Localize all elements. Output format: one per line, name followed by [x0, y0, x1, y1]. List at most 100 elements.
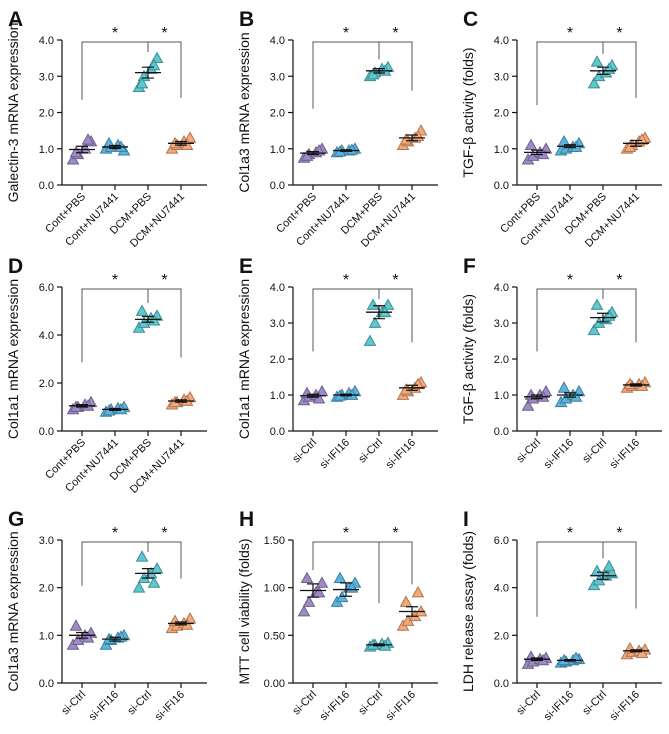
error-bar: [406, 134, 418, 142]
error-bar: [142, 315, 154, 323]
error-bar: [340, 393, 352, 397]
x-tick-label: si-IFI16: [318, 437, 352, 471]
data-point: [590, 564, 604, 576]
significance-label: *: [112, 525, 118, 542]
error-bar: [406, 606, 418, 617]
x-tick-label: si-Ctrl: [290, 689, 319, 718]
data-point: [135, 76, 149, 89]
y-tick-label: 2.0: [39, 108, 54, 120]
data-point: [411, 377, 425, 390]
data-point: [315, 576, 329, 588]
y-tick-label: 0.0: [39, 678, 54, 690]
error-bar: [76, 404, 88, 408]
error-bar: [531, 149, 543, 156]
data-point: [302, 595, 316, 607]
y-tick-label: 6.0: [39, 282, 54, 294]
significance-bracket: [536, 288, 604, 352]
x-tick-label: si-IFI16: [608, 437, 642, 471]
data-point: [536, 147, 550, 160]
y-tick-label: 1.0: [270, 144, 285, 156]
y-tick-label: 3.0: [39, 71, 54, 83]
data-point: [521, 399, 535, 411]
y-axis-label: Galectin-3 mRNA expression: [5, 23, 21, 203]
y-axis-label: Col1a1 mRNA expression: [5, 279, 21, 439]
significance-label: *: [567, 272, 573, 289]
y-axis-label: TGF-β activity (folds): [460, 294, 476, 424]
data-point: [102, 136, 116, 149]
significance-bracket: [147, 41, 182, 98]
significance-label: *: [567, 525, 573, 542]
data-point: [363, 334, 377, 346]
panel: F TGF-β activity (folds) 0.0 1.0 2.0 3.0 4.0 si…: [460, 255, 662, 471]
y-tick-label: 3.0: [270, 71, 285, 83]
error-bar: [307, 393, 319, 398]
error-bar: [406, 384, 418, 391]
y-tick-label: 0.0: [270, 180, 285, 192]
x-tick-label: si-IFI16: [608, 689, 642, 723]
data-point: [366, 67, 380, 80]
data-point: [590, 298, 604, 310]
y-axis-label: TGF-β activity (folds): [460, 47, 476, 177]
error-bar: [109, 636, 121, 642]
significance-label: *: [161, 525, 167, 542]
data-point: [135, 550, 149, 562]
error-bar: [142, 568, 154, 579]
data-point: [524, 138, 538, 151]
y-tick-label: 2.0: [494, 630, 509, 642]
data-point: [399, 595, 413, 607]
data-point: [411, 585, 425, 598]
y-tick-label: 3.0: [270, 318, 285, 330]
data-point: [135, 304, 149, 316]
y-tick-label: 4.0: [270, 282, 285, 294]
y-axis-label: Col1a3 mRNA expression: [5, 531, 21, 691]
data-point: [587, 323, 601, 336]
significance-label: *: [616, 272, 622, 289]
error-bar: [175, 621, 187, 626]
y-tick-label: 1.0: [494, 390, 509, 402]
error-bar: [564, 144, 576, 149]
error-bar: [630, 649, 642, 653]
data-point: [635, 133, 649, 145]
significance-bracket: [147, 541, 182, 579]
data-point: [587, 76, 601, 89]
y-tick-label: 4.0: [39, 35, 54, 47]
panel-letter: H: [239, 508, 254, 531]
y-tick-label: 2.0: [39, 378, 54, 390]
y-tick-label: 2.0: [39, 583, 54, 595]
error-bar: [597, 312, 609, 323]
y-tick-label: 0.50: [264, 630, 285, 642]
y-tick-label: 3.0: [494, 318, 509, 330]
significance-label: *: [161, 272, 167, 289]
x-tick-label: si-Ctrl: [356, 437, 385, 466]
y-tick-label: 0.0: [494, 678, 509, 690]
significance-label: *: [161, 25, 167, 42]
error-bar: [630, 139, 642, 147]
data-point: [300, 571, 314, 584]
data-point: [69, 145, 83, 158]
x-tick-label: si-IFI16: [87, 689, 121, 723]
y-tick-label: 3.0: [494, 71, 509, 83]
error-bar: [340, 582, 352, 597]
data-point: [69, 619, 83, 631]
data-point: [368, 316, 382, 328]
y-tick-label: 1.50: [264, 535, 285, 547]
y-tick-label: 4.0: [494, 583, 509, 595]
y-tick-label: 2.0: [270, 354, 285, 366]
error-bar: [142, 66, 154, 79]
error-bar: [630, 383, 642, 387]
significance-bracket: [378, 541, 413, 603]
data-point: [297, 604, 311, 617]
significance-label: *: [392, 272, 398, 289]
y-tick-label: 0.0: [39, 426, 54, 438]
significance-bracket: [602, 541, 637, 609]
panel-letter: G: [8, 508, 24, 531]
data-point: [635, 646, 649, 659]
error-bar: [373, 305, 385, 320]
y-tick-label: 0.0: [494, 180, 509, 192]
y-tick-label: 1.00: [264, 583, 285, 595]
error-bar: [564, 659, 576, 662]
y-tick-label: 2.0: [494, 354, 509, 366]
